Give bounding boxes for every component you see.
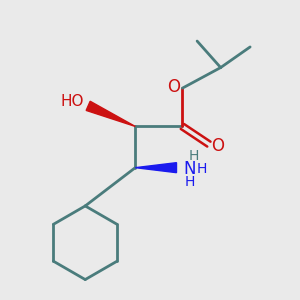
Text: H: H	[184, 176, 195, 189]
Polygon shape	[135, 163, 176, 173]
Text: O: O	[211, 136, 224, 154]
Text: H: H	[196, 162, 207, 176]
Text: HO: HO	[60, 94, 84, 109]
Polygon shape	[86, 101, 135, 126]
Text: N: N	[184, 160, 196, 178]
Text: O: O	[167, 78, 180, 96]
Text: H: H	[189, 149, 200, 164]
